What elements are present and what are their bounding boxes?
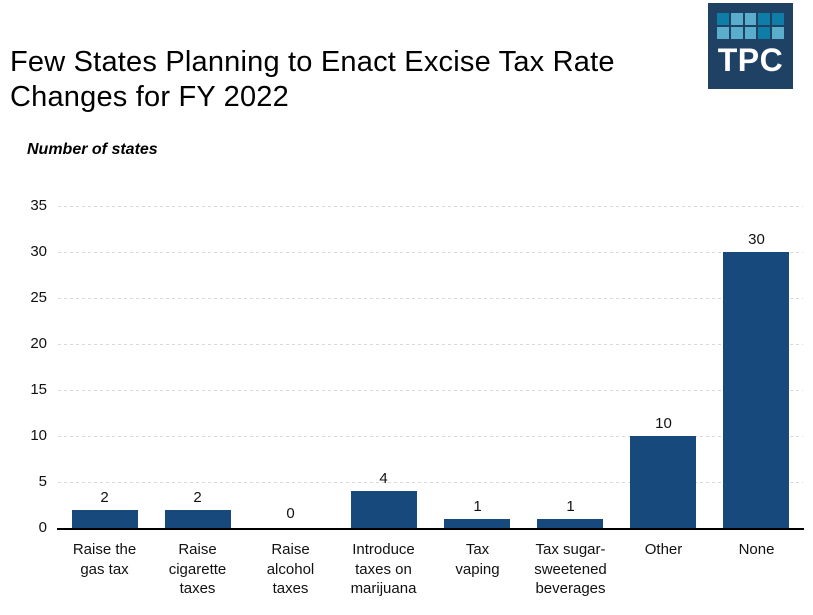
logo-tile-dark [758,27,771,39]
logo-tile-light [730,27,743,39]
y-tick-label-15: 15 [30,381,47,398]
logo-tile-light [744,13,757,25]
x-axis-label-6: Tax sugar- sweetened beverages [534,541,607,597]
gridline-15 [58,390,803,391]
logo-tile-light [744,27,757,39]
y-tick-label-35: 35 [30,197,47,214]
logo-tile-dark [717,13,729,25]
gridline-10 [58,436,803,437]
bar-value-label-1: 2 [100,489,109,506]
bar-1 [72,510,138,528]
bar-value-label-7: 10 [655,415,672,432]
x-axis-label-1: Raise the gas tax [72,541,137,578]
bar-8 [723,252,789,528]
bar-value-label-8: 30 [748,231,765,248]
y-tick-label-30: 30 [30,243,47,260]
logo-tile-light [730,13,743,25]
x-axis-label-7: Other [644,541,683,558]
bar-5 [444,519,510,528]
bar-value-label-4: 4 [379,470,388,487]
y-tick-label-20: 20 [30,335,47,352]
tpc-logo: TPC [708,3,793,89]
gridline-25 [58,298,803,299]
bar-2 [165,510,231,528]
logo-tile-light [717,27,729,39]
x-axis-label-3: Raise alcohol taxes [266,541,315,597]
y-tick-label-5: 5 [38,473,47,490]
bar-value-label-2: 2 [193,489,202,506]
tpc-logo-tiles [717,13,784,39]
x-axis-label-4: Introduce taxes on marijuana [350,541,417,597]
tpc-logo-text: TPC [717,42,784,78]
bar-value-label-5: 1 [473,498,482,515]
x-axis-line [57,528,804,530]
gridline-35 [58,206,803,207]
logo-tile-light [772,27,784,39]
bar-4 [351,491,417,528]
page-title: Few States Planning to Enact Excise Tax … [10,46,615,114]
y-axis-title: Number of states [27,141,158,158]
bar-value-label-6: 1 [566,498,575,515]
x-axis-label-2: Raise cigarette taxes [168,541,227,597]
gridline-20 [58,344,803,345]
gridline-30 [58,252,803,253]
logo-tile-dark [772,13,784,25]
y-tick-label-0: 0 [38,519,47,536]
y-tick-label-25: 25 [30,289,47,306]
y-tick-label-10: 10 [30,427,47,444]
logo-tile-dark [758,13,771,25]
bar-6 [537,519,603,528]
bar-value-label-3: 0 [286,505,295,522]
bar-7 [630,436,696,528]
gridline-5 [58,482,803,483]
x-axis-label-5: Tax vaping [455,541,500,578]
x-axis-label-8: None [738,541,775,558]
